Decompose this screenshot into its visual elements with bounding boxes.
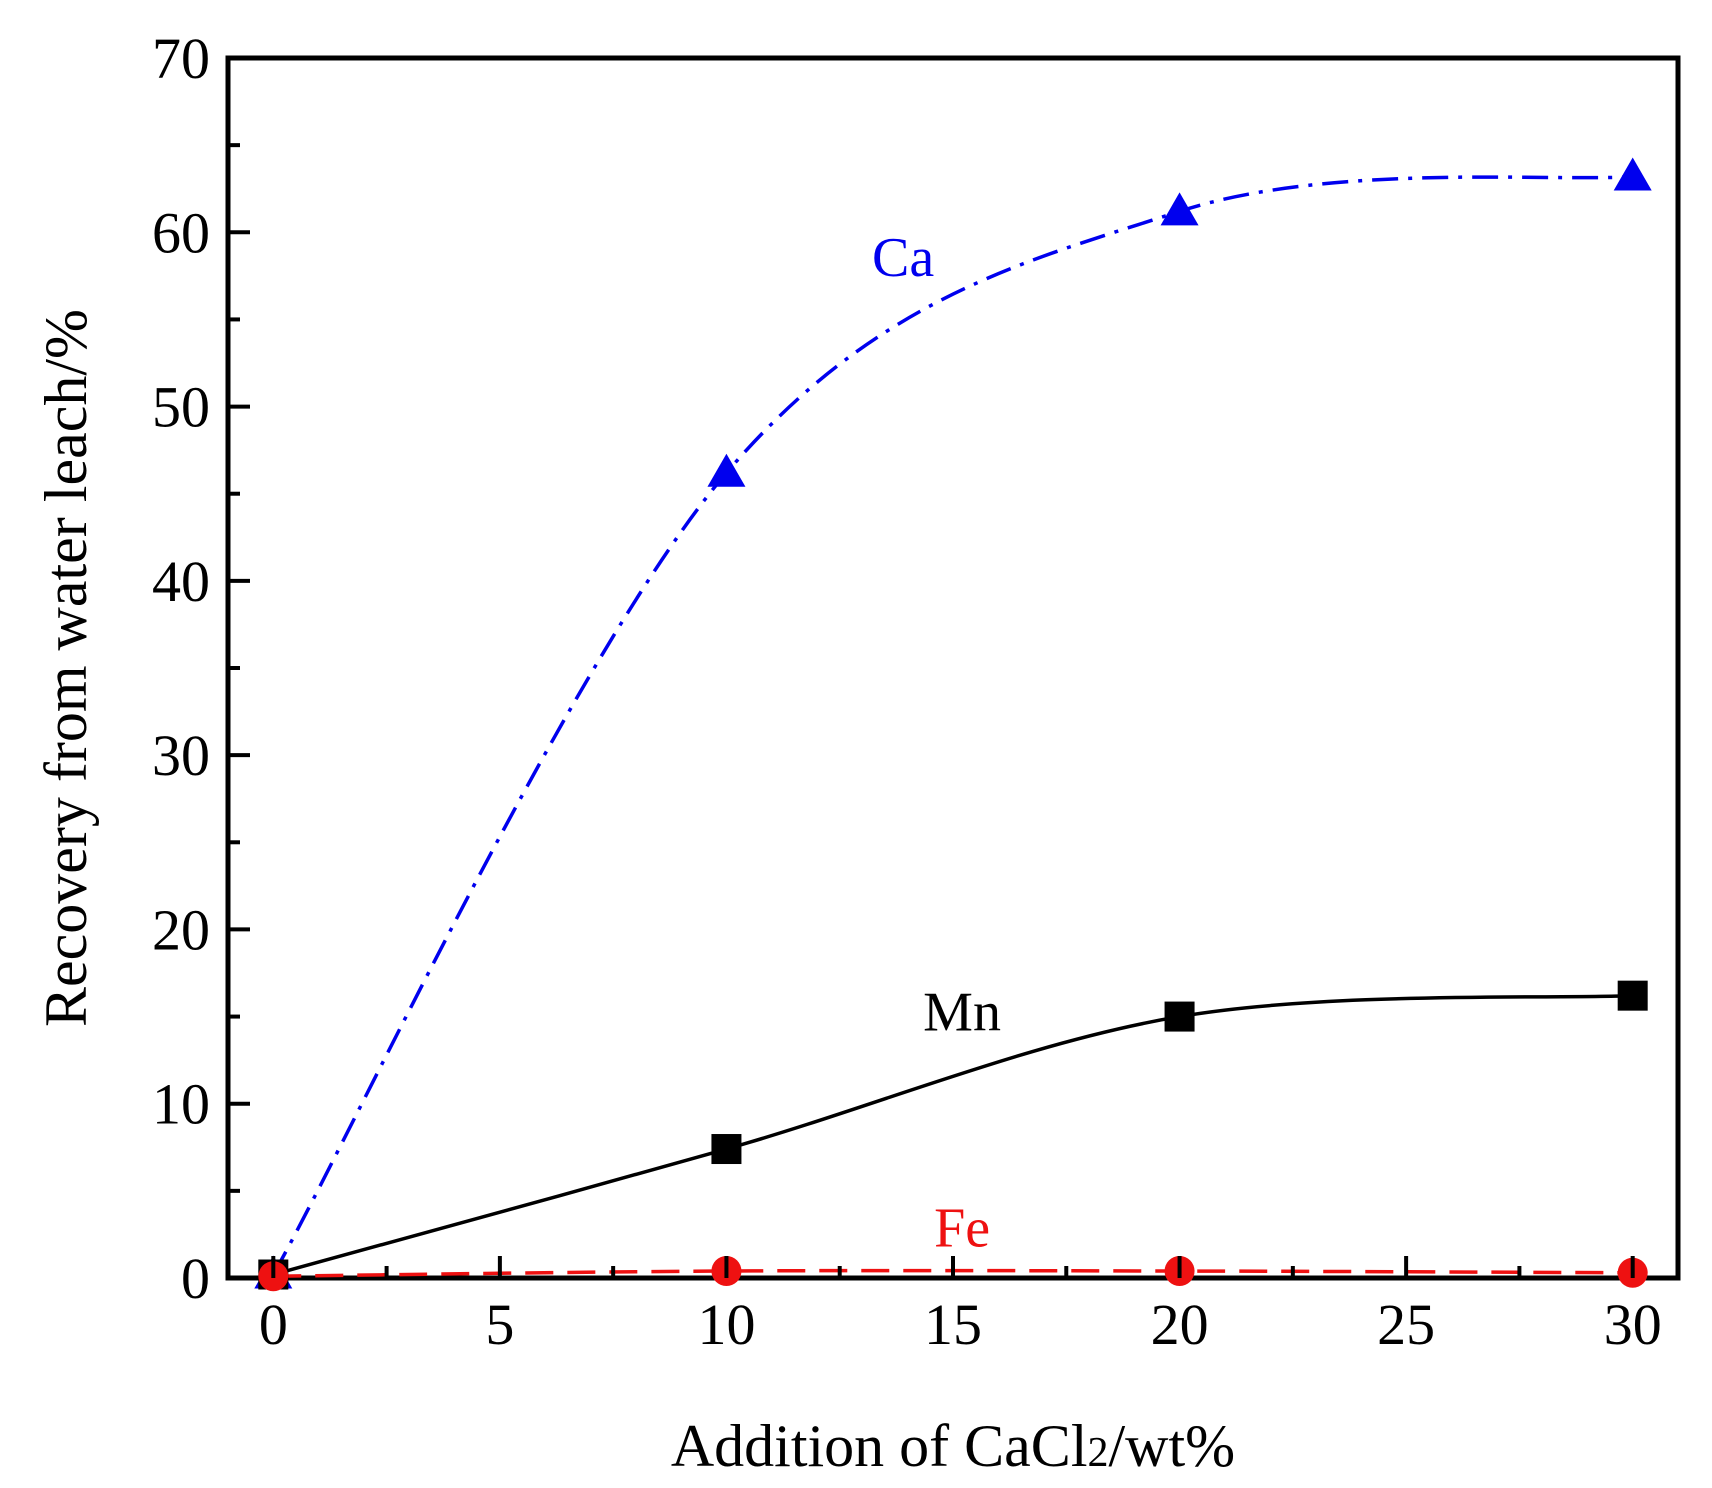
y-tick-label: 30 [152, 723, 210, 788]
x-tick-label: 20 [1151, 1292, 1209, 1357]
data-point-ca [707, 453, 746, 487]
x-axis-ticks: 0 5 10 15 20 25 30 [259, 1256, 1662, 1357]
data-point-mn [1164, 1001, 1195, 1032]
data-point-mn [711, 1134, 742, 1165]
series-markers [254, 157, 1652, 1292]
y-axis-title: Recovery from water leach/% [33, 309, 99, 1027]
x-axis-title-main: Addition of CaCl [671, 1413, 1088, 1479]
series-line-ca [271, 174, 1633, 1276]
y-tick-label: 60 [152, 200, 210, 265]
x-tick-label: 5 [485, 1292, 514, 1357]
data-point-mn [1617, 980, 1648, 1011]
x-axis-title-subscript: 2 [1088, 1430, 1109, 1476]
plot-area [225, 55, 1681, 1281]
x-tick-label: 0 [259, 1292, 288, 1357]
y-axis-ticks: 0 10 20 30 40 50 60 70 [152, 26, 250, 1311]
series-lines [271, 174, 1633, 1279]
series-label-fe: Fe [934, 1198, 990, 1260]
data-point-ca [1613, 157, 1652, 191]
y-tick-label: 20 [152, 897, 210, 962]
x-tick-label: 10 [697, 1292, 755, 1357]
plot-frame [225, 55, 1681, 1281]
x-tick-label: 25 [1377, 1292, 1435, 1357]
series-label-mn: Mn [923, 982, 1001, 1044]
series-annotations: Ca Mn Fe [872, 227, 1001, 1260]
x-axis-title-tail: /wt% [1109, 1413, 1236, 1479]
x-axis-title: Addition of CaCl2/wt% [671, 1413, 1235, 1479]
y-tick-label: 0 [181, 1246, 210, 1311]
x-tick-label: 30 [1604, 1292, 1662, 1357]
y-tick-label: 10 [152, 1072, 210, 1137]
series-label-ca: Ca [872, 227, 934, 289]
y-tick-label: 50 [152, 375, 210, 440]
y-tick-label: 70 [152, 26, 210, 91]
x-tick-label: 15 [924, 1292, 982, 1357]
y-tick-label: 40 [152, 549, 210, 614]
data-point-ca [1160, 192, 1199, 226]
series-line-mn [272, 993, 1633, 1277]
